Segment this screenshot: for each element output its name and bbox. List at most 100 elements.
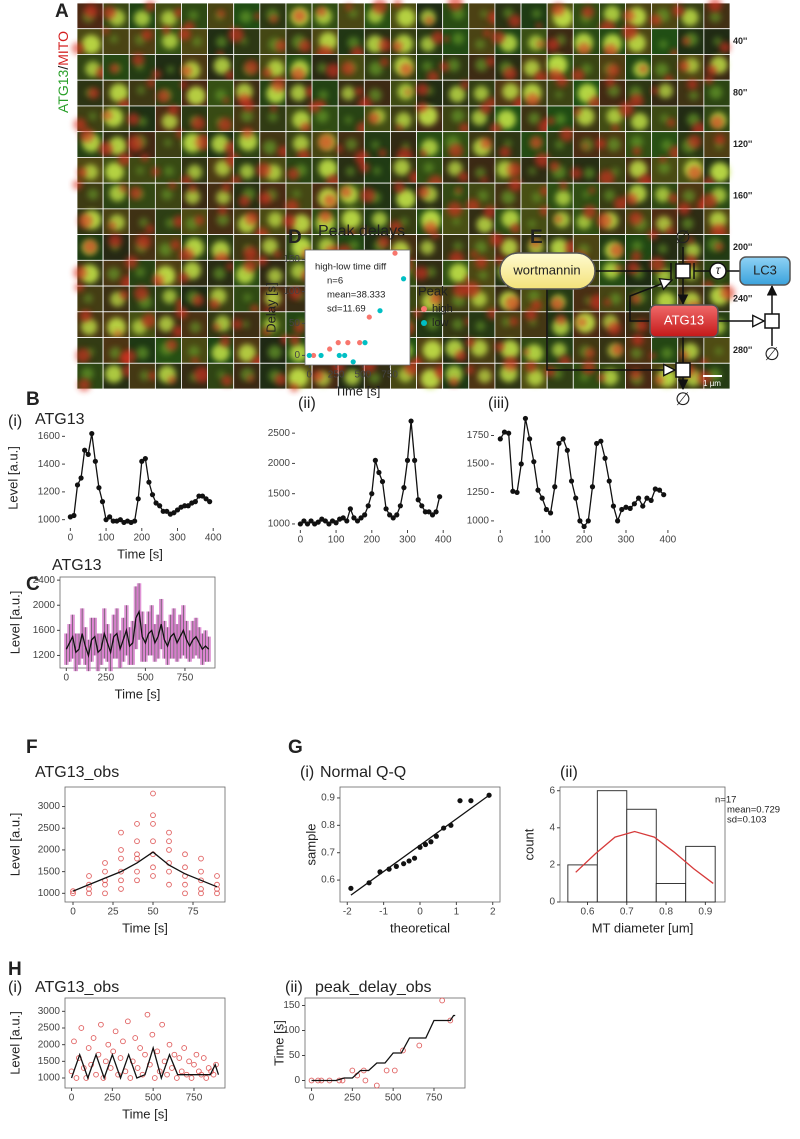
tile-signal [152,274,164,287]
tile-signal [632,146,642,156]
tile-signal [678,60,690,72]
y-tick-label: 100 [283,1025,300,1036]
chart-subtitle: (i) [8,979,22,996]
y-tick-label: 50 [289,1050,301,1061]
tile-signal [678,202,691,215]
y-axis-label: sample [303,824,318,866]
series-line [311,1014,456,1082]
tile-signal [709,211,727,229]
tile-signal [658,83,673,99]
data-point [318,352,324,359]
tile-signal [465,337,475,348]
tile-signal [416,101,428,113]
tile-signal [709,11,722,23]
annotation: n=17 [715,795,736,806]
y-tick-label: 3000 [38,1006,61,1017]
tile-signal [525,93,540,107]
annotation: high-low time diff [315,262,386,273]
data-point [90,1035,97,1041]
x-tick-label: 200 [133,533,150,544]
node-box [739,256,791,286]
data-point [214,873,220,879]
annotation: n=6 [327,276,343,287]
tile-signal [226,262,234,271]
data-point [193,1051,200,1058]
tile-signal [584,348,595,359]
arrow [546,289,675,370]
data-point [564,447,570,453]
data-point [401,861,407,867]
data-point [182,881,188,888]
x-tick-label: -1 [379,907,388,918]
tile-signal [582,143,589,150]
panel-label: A [55,1,69,22]
y-tick-label: 1500 [38,1056,61,1067]
data-point [85,451,91,457]
reaction-box [675,263,691,279]
tile-signal [213,323,221,331]
panel-label: F [26,737,38,758]
data-point [210,1071,217,1078]
tile-signal [211,343,230,362]
data-point [377,308,383,314]
data-point [86,886,92,892]
tile-signal [258,192,272,205]
tile-signal [288,368,309,388]
tile-signal [159,242,173,257]
tile-signal [72,179,83,190]
data-point [644,495,650,501]
tile-signal [595,138,606,149]
data-point [74,482,81,488]
data-point [150,838,156,845]
tile-signal [684,242,701,259]
y-tick-label: 1600 [33,625,56,636]
tile-signal [570,167,583,180]
tile-signal [582,190,591,199]
data-point [150,790,156,797]
tile-signal [447,161,463,176]
tile-signal [312,370,324,382]
annotation: sd=0.103 [727,815,766,826]
tile-signal [535,152,550,168]
tile-signal [604,298,611,306]
tile-signal [598,170,615,186]
tile-signal [181,65,192,77]
data-point [118,886,124,892]
tile-signal [650,257,665,272]
tile-signal [270,105,277,112]
tile-signal [125,256,138,269]
x-tick-label: 300 [169,533,186,544]
sink-symbol: ∅ [675,389,691,409]
tile-signal [109,347,122,360]
data-point [107,514,113,520]
tile-signal [627,261,640,275]
tile-signal [525,361,537,372]
y-tick-label: 0.8 [321,820,335,831]
data-point [186,1058,192,1065]
tile-signal [453,241,463,252]
data-point [422,841,429,848]
tile-signal [480,137,492,149]
tile-signal [477,369,492,384]
data-point [365,503,371,509]
data-point [635,495,642,501]
annotation: sd=11.69 [327,304,366,315]
tile-signal [453,283,468,298]
y-tick-label: 1600 [38,431,61,442]
data-point [422,509,428,515]
node-label: ATG13 [664,312,704,327]
tile-signal [187,164,203,180]
tile-signal [225,70,235,80]
x-tick-label: 200 [576,535,593,546]
series-line [72,851,218,892]
data-point [127,1075,134,1081]
tile-signal [371,211,388,228]
tile-signal [83,239,98,254]
tile-signal [601,369,619,386]
tile-signal [368,372,381,384]
tile-signal [243,258,257,273]
tile-signal [425,266,437,278]
tile-signal [476,216,494,233]
tile-signal [491,30,505,44]
data-point [531,459,537,465]
